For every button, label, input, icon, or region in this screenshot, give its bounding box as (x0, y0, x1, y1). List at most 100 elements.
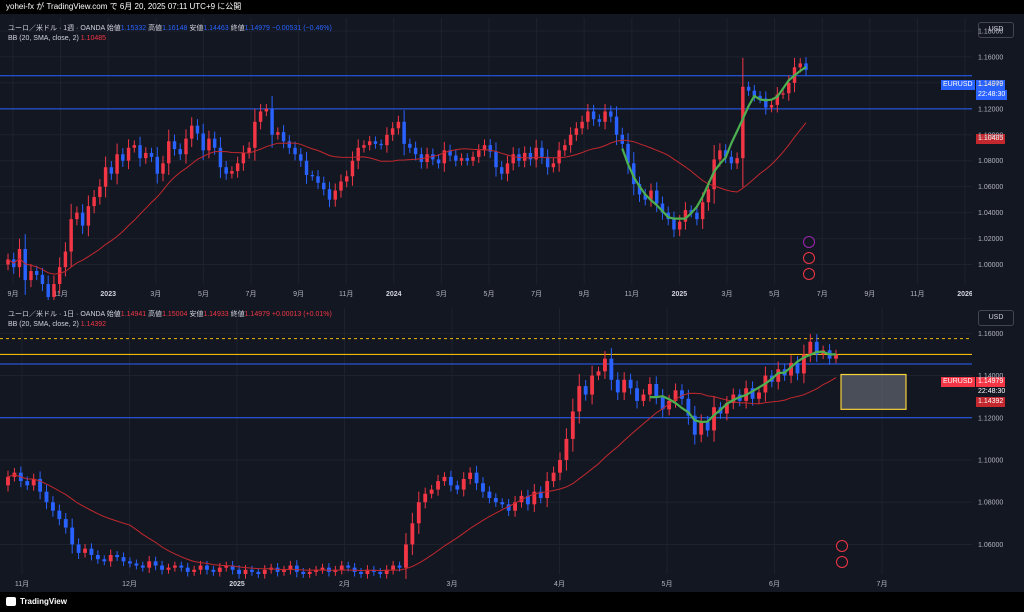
daily-candle (282, 569, 286, 572)
flag-us-icon[interactable] (803, 268, 815, 280)
weekly-candle (144, 152, 148, 159)
weekly-candle (212, 138, 217, 148)
weekly-candle (413, 147, 418, 155)
weekly-x-tick: 3月 (436, 290, 447, 298)
daily-candle (834, 354, 838, 359)
daily-candle (243, 569, 248, 574)
weekly-candle (247, 147, 251, 153)
weekly-candle (281, 132, 286, 142)
daily-candle (378, 571, 383, 574)
weekly-candle (161, 163, 165, 174)
daily-candle (205, 565, 209, 570)
weekly-x-tick: 9月 (293, 290, 304, 298)
weekly-candle (167, 141, 171, 164)
weekly-y-tick: 1.04000 (978, 210, 1003, 217)
daily-candle (801, 354, 806, 374)
weekly-candle (63, 251, 68, 268)
daily-candle (153, 561, 158, 566)
daily-candle (513, 502, 517, 511)
daily-candle (416, 502, 421, 524)
weekly-candle (626, 143, 630, 164)
daily-candle (615, 379, 620, 393)
weekly-x-tick: 3月 (722, 290, 733, 298)
daily-candle (493, 498, 498, 503)
daily-candle (814, 341, 819, 355)
flag-eu-icon[interactable] (836, 540, 848, 552)
daily-candle (320, 567, 325, 570)
weekly-candle (75, 212, 79, 220)
weekly-candle (729, 156, 734, 164)
daily-candle (538, 491, 543, 498)
daily-candle (525, 495, 530, 505)
weekly-candle (574, 128, 579, 135)
daily-y-tick: 1.06000 (978, 542, 1003, 549)
weekly-y-tick: 1.02000 (978, 236, 1003, 243)
daily-plot[interactable]: 11月 12月 2025 2月 3月 4月 5月 6月 7月 (0, 304, 972, 590)
weekly-candle (333, 190, 337, 200)
weekly-candle (586, 111, 590, 122)
weekly-candle (448, 150, 452, 156)
weekly-x-tick: 9月 (579, 290, 590, 298)
weekly-candle (614, 116, 619, 135)
flag-eu-icon[interactable] (803, 252, 815, 264)
weekly-candle (482, 145, 487, 151)
daily-candle (712, 407, 716, 431)
weekly-y-tick: 1.16000 (978, 54, 1003, 61)
weekly-candle (580, 121, 584, 129)
weekly-x-tick: 11月 (910, 290, 924, 298)
weekly-candle (723, 150, 728, 157)
daily-y-axis[interactable]: 1.16000 1.14000 1.12000 1.10000 1.08000 1.060… (972, 304, 1024, 590)
daily-candle (724, 403, 729, 414)
daily-candle (590, 375, 595, 395)
weekly-candle (787, 82, 791, 94)
weekly-candle (551, 163, 556, 168)
daily-close-value: 1.14979 (244, 311, 270, 318)
daily-candle (500, 502, 505, 505)
weekly-candle (712, 159, 716, 190)
weekly-candle (172, 141, 177, 150)
daily-currency-button[interactable]: USD (978, 310, 1014, 326)
daily-candle (384, 569, 389, 574)
weekly-x-tick: 2023 (100, 291, 116, 298)
daily-candle (391, 565, 396, 570)
daily-last-price: 1.14979 (976, 377, 1006, 387)
publish-title: yohei-fx が TradingView.com で 6月 20, 2025… (6, 2, 242, 11)
weekly-plot[interactable]: 9月 11月 2023 3月 5月 7月 9月 11月 2024 3月 5月 7月 9月 11月 2025 3… (0, 14, 972, 300)
daily-candle (346, 565, 351, 568)
weekly-candle (804, 63, 808, 70)
weekly-candle (138, 145, 142, 159)
weekly-candle (390, 128, 395, 135)
daily-candle (57, 510, 62, 520)
weekly-bb-value: 1.10485 (80, 35, 107, 42)
weekly-x-tick: 2024 (386, 291, 402, 298)
daily-candle (789, 362, 793, 376)
daily-candle (603, 358, 607, 372)
weekly-candle (465, 158, 470, 161)
weekly-candle (241, 152, 246, 164)
daily-candle (314, 569, 319, 572)
daily-candle (660, 396, 665, 410)
lightning-icon[interactable] (803, 236, 815, 248)
weekly-candle (677, 221, 682, 230)
daily-x-tick: 7月 (877, 580, 888, 588)
daily-candle (307, 571, 312, 574)
weekly-y-axis[interactable]: 1.18000 1.16000 1.14000 1.12000 1.10000 1.080… (972, 14, 1024, 300)
weekly-candle (528, 152, 533, 160)
weekly-candle (224, 167, 228, 174)
daily-candle (6, 476, 10, 486)
weekly-candle (563, 145, 567, 151)
daily-candle (757, 392, 761, 399)
daily-candle (147, 561, 152, 568)
weekly-close-value: 1.14979 (244, 25, 270, 32)
weekly-candle (534, 147, 538, 160)
weekly-chart-pane[interactable]: 9月 11月 2023 3月 5月 7月 9月 11月 2024 3月 5月 7月 9月 11月 2025 3… (0, 14, 1024, 300)
weekly-candle (477, 150, 481, 157)
flag-us-icon[interactable] (836, 556, 848, 568)
weekly-candle (373, 141, 378, 144)
weekly-candle (178, 149, 182, 155)
daily-chart-pane[interactable]: 11月 12月 2025 2月 3月 4月 5月 6月 7月 ユーロ／米ドル · 1日 · OA… (0, 304, 1024, 590)
weekly-currency-button[interactable]: USD (978, 22, 1014, 38)
weekly-candle (23, 248, 27, 281)
daily-candle (673, 390, 678, 401)
weekly-y-tick: 1.18000 (978, 28, 1003, 35)
